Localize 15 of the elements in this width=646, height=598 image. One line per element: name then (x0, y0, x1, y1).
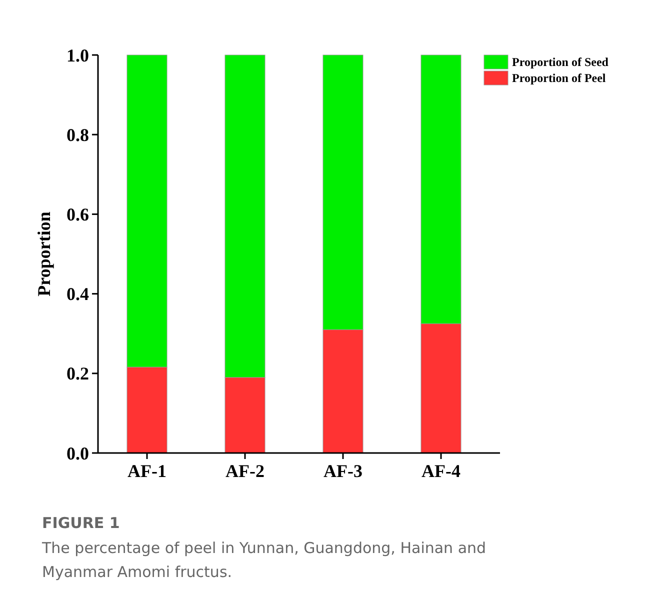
y-tick-label: 0.8 (66, 124, 89, 145)
text: FIGURE 1 (42, 514, 120, 532)
x-tick-label: AF-4 (422, 461, 460, 481)
x-tick-label: AF-3 (324, 461, 362, 481)
text: The percentage of peel in Yunnan, Guangdong, Hainan and Myanmar Amomi fructus. (41, 539, 486, 581)
y-axis-title: Proportion (34, 212, 54, 296)
x-tick-label: AF-2 (226, 461, 264, 481)
y-tick-label: 1.0 (66, 45, 89, 66)
y-tick-label: 0.6 (66, 204, 89, 224)
y-tick-label: 0.4 (66, 284, 89, 304)
x-tick-label: AF-1 (128, 461, 166, 481)
y-tick-label: 0.0 (66, 443, 89, 464)
y-tick-label: 0.2 (66, 364, 89, 384)
legend-label: Proportion of Seed (512, 55, 609, 70)
legend-label: Proportion of Peel (512, 71, 606, 86)
